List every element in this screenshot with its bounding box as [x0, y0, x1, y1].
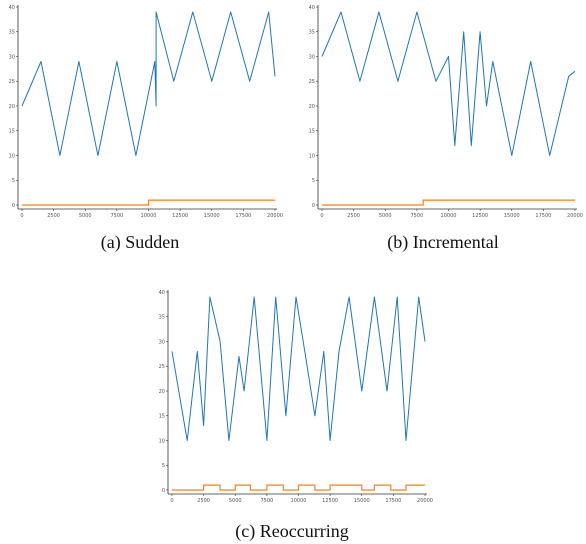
x-tick-label: 2500	[347, 213, 360, 219]
x-tick-label: 17500	[535, 213, 551, 219]
y-tick-label: 20	[309, 104, 315, 110]
x-tick-label: 0	[20, 213, 23, 219]
y-tick-label: 10	[309, 153, 315, 159]
x-tick-label: 0	[320, 213, 323, 219]
x-tick-label: 2500	[47, 213, 60, 219]
series-line-1	[172, 484, 425, 491]
series-line-0	[171, 296, 426, 441]
panel-caption: (c) Reoccurring	[235, 521, 348, 542]
y-tick-label: 15	[159, 414, 165, 420]
y-tick-label: 40	[159, 290, 165, 296]
x-tick-label: 7500	[411, 213, 424, 219]
x-tick-label: 15000	[504, 213, 520, 219]
y-tick-label: 0	[12, 203, 15, 209]
x-tick-label: 12500	[472, 213, 488, 219]
x-tick-label: 5000	[379, 213, 392, 219]
y-tick-label: 10	[9, 153, 15, 159]
y-tick-label: 25	[9, 79, 15, 85]
y-tick-label: 0	[162, 488, 165, 494]
y-tick-label: 25	[159, 364, 165, 370]
x-tick-label: 10000	[441, 213, 457, 219]
y-tick-label: 30	[159, 339, 165, 345]
x-tick-label: 20000	[417, 498, 433, 504]
y-tick-label: 0	[312, 203, 315, 209]
y-tick-label: 35	[159, 315, 165, 321]
y-tick-label: 30	[309, 54, 315, 60]
panel-caption: (b) Incremental	[387, 232, 498, 253]
x-tick-label: 5000	[229, 498, 242, 504]
x-tick-label: 10000	[291, 498, 307, 504]
x-tick-label: 7500	[111, 213, 124, 219]
x-tick-label: 5000	[79, 213, 92, 219]
x-tick-label: 15000	[354, 498, 370, 504]
series-line-0	[321, 11, 576, 156]
x-tick-label: 10000	[141, 213, 157, 219]
x-tick-label: 2500	[197, 498, 210, 504]
y-tick-label: 40	[309, 5, 315, 11]
x-tick-label: 15000	[204, 213, 220, 219]
y-tick-label: 30	[9, 54, 15, 60]
y-tick-label: 25	[309, 79, 315, 85]
y-tick-label: 5	[162, 463, 165, 469]
x-tick-label: 17500	[385, 498, 401, 504]
series-line-0	[21, 11, 276, 156]
y-tick-label: 40	[9, 5, 15, 11]
x-tick-label: 12500	[172, 213, 188, 219]
panel-a: 0 5 10 15 20 25 30 35 40 0 2500 5000 7500 10000 12500 1…	[9, 5, 283, 253]
x-tick-label: 17500	[235, 213, 251, 219]
y-tick-label: 20	[159, 389, 165, 395]
y-tick-label: 35	[9, 30, 15, 36]
y-tick-label: 20	[9, 104, 15, 110]
y-tick-label: 5	[312, 178, 315, 184]
y-tick-label: 10	[159, 438, 165, 444]
y-tick-label: 15	[9, 129, 15, 135]
y-tick-label: 15	[309, 129, 315, 135]
y-tick-label: 5	[12, 178, 15, 184]
series-line-1	[322, 199, 575, 206]
panel-b: 0 5 10 15 20 25 30 35 40 0 2500 5000 7500 10000 12500 1…	[309, 5, 583, 253]
x-tick-label: 20000	[267, 213, 283, 219]
x-tick-label: 0	[170, 498, 173, 504]
x-tick-label: 7500	[261, 498, 274, 504]
x-tick-label: 20000	[567, 213, 583, 219]
x-tick-label: 12500	[322, 498, 338, 504]
y-tick-label: 35	[309, 30, 315, 36]
series-line-1	[22, 199, 275, 206]
panel-caption: (a) Sudden	[101, 232, 179, 253]
panel-c: 0 5 10 15 20 25 30 35 40 0 2500 5000 7500 10000 12500 1…	[159, 290, 433, 542]
